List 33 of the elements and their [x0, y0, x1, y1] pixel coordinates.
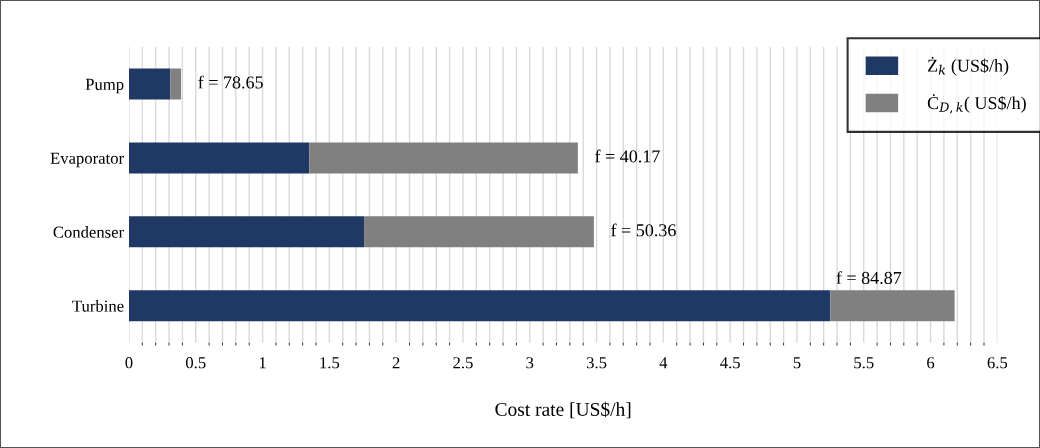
y-tick-label: Evaporator: [50, 152, 124, 168]
bar: [830, 290, 955, 322]
x-tick-label: 0: [125, 357, 133, 369]
annotation: f = 40.17: [595, 149, 660, 163]
x-tick-label: 1: [259, 357, 266, 369]
annotation: f = 50.36: [611, 223, 676, 237]
x-tick-label: 2.5: [453, 357, 473, 369]
bar: [128, 68, 171, 100]
annotation: f = 78.65: [198, 75, 263, 89]
x-tick-label: 2: [392, 357, 400, 369]
x-tick-label: 6.5: [987, 357, 1008, 369]
x-tick-label: 0.5: [185, 357, 206, 369]
bar: [128, 142, 310, 174]
x-tick-label: 1.5: [320, 357, 340, 369]
y-tick-label: Turbine: [72, 299, 124, 312]
bar: [309, 142, 578, 174]
x-tick-label: 4: [659, 357, 668, 369]
y-tick-label: Condenser: [53, 226, 124, 238]
x-tick-label: 5: [793, 357, 801, 369]
legend-label: Ċ$_{D,k}$( US$/h): [927, 94, 1026, 114]
bar: [364, 216, 594, 248]
bar: [128, 216, 365, 248]
legend-label: Ż$_{k}$ (US$/h): [927, 56, 1009, 76]
x-axis-title: Cost rate [US$/h]: [495, 401, 631, 419]
x-tick-label: 5.5: [854, 357, 874, 369]
x-tick-label: 3.5: [586, 357, 607, 369]
x-tick-label: 4.5: [720, 357, 740, 369]
bar: [128, 290, 831, 322]
x-tick-label: 6: [927, 357, 935, 369]
y-tick-label: Pump: [85, 78, 124, 94]
x-tick-label: 3: [526, 357, 534, 369]
bar: [170, 68, 182, 100]
annotation: f = 84.87: [836, 271, 902, 285]
